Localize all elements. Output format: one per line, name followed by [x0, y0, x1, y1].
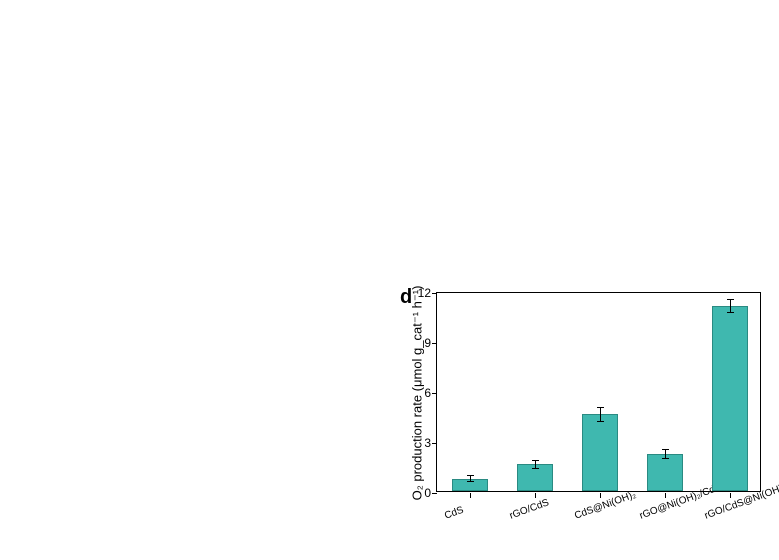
tick-y: 3 — [409, 436, 431, 450]
bar-o2 — [647, 454, 683, 491]
tick-y: 9 — [409, 336, 431, 350]
tick-y: 6 — [409, 386, 431, 400]
tick-y: 0 — [409, 486, 431, 500]
cat-label: rGO/CdS — [508, 497, 550, 521]
cat-label: CdS — [443, 505, 465, 522]
panel-d: d O₂ production rate (μmol g_cat⁻¹ h⁻¹) … — [0, 0, 779, 560]
bar-o2 — [712, 306, 748, 491]
panel-d-plot: 036912CdSrGO/CdSCdS@Ni(OH)₂rGO@Ni(OH)₂/C… — [436, 292, 761, 492]
tick-y: 12 — [409, 286, 431, 300]
cat-label: CdS@Ni(OH)₂ — [573, 489, 637, 521]
bar-o2 — [582, 414, 618, 491]
